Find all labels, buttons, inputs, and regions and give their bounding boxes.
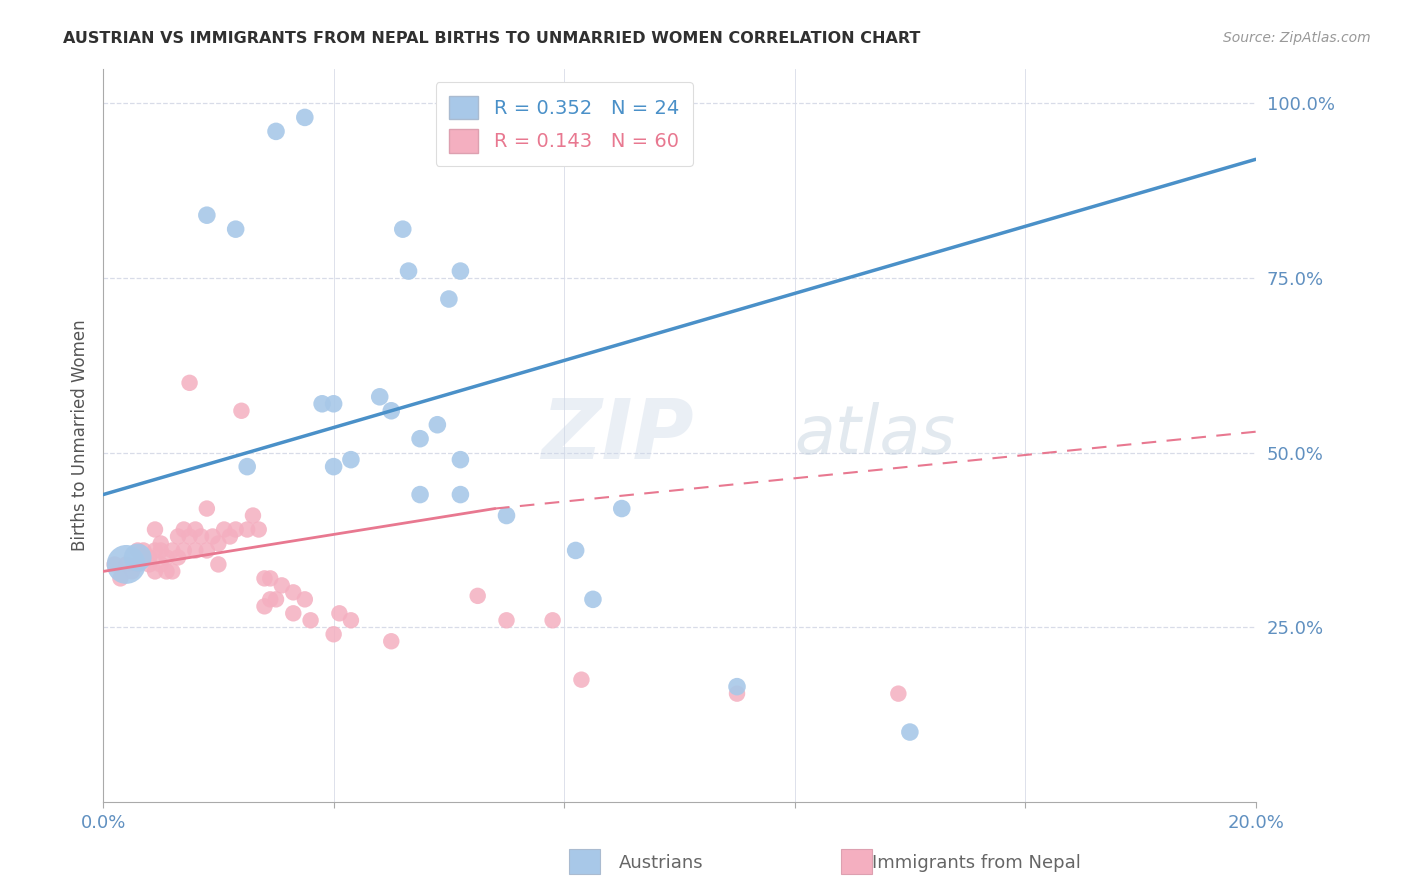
Y-axis label: Births to Unmarried Women: Births to Unmarried Women — [72, 319, 89, 551]
Point — [449, 452, 471, 467]
Point — [467, 589, 489, 603]
Point — [426, 417, 449, 432]
Point — [495, 508, 517, 523]
Point — [127, 558, 149, 572]
Point — [259, 592, 281, 607]
Point — [449, 487, 471, 501]
Point — [340, 613, 363, 627]
Point — [328, 607, 350, 621]
Point — [149, 536, 172, 550]
Point — [391, 222, 413, 236]
Point — [143, 565, 166, 579]
Point — [253, 599, 276, 614]
Point — [409, 432, 432, 446]
Point — [564, 543, 586, 558]
Point — [143, 543, 166, 558]
Point — [195, 543, 218, 558]
Point — [582, 592, 605, 607]
Point — [242, 508, 264, 523]
Point — [179, 529, 201, 543]
Point — [195, 208, 218, 222]
Point — [155, 565, 177, 579]
Point — [264, 592, 287, 607]
Point — [311, 397, 333, 411]
Point — [132, 550, 155, 565]
Point — [110, 571, 132, 585]
Point — [259, 571, 281, 585]
Point — [294, 592, 316, 607]
Point — [236, 523, 259, 537]
Point — [283, 585, 305, 599]
Point — [294, 111, 316, 125]
Point — [132, 543, 155, 558]
Point — [184, 523, 207, 537]
Point — [437, 292, 460, 306]
Point — [155, 550, 177, 565]
Point — [610, 501, 633, 516]
Point — [571, 673, 593, 687]
Point — [195, 501, 218, 516]
Point — [380, 403, 402, 417]
Point — [115, 558, 138, 572]
Point — [409, 487, 432, 501]
Point — [449, 264, 471, 278]
Point — [179, 376, 201, 390]
Point — [127, 550, 149, 565]
Point — [541, 613, 564, 627]
Point — [253, 571, 276, 585]
Point — [247, 523, 270, 537]
Point — [270, 578, 292, 592]
Point — [143, 523, 166, 537]
Text: Austrians: Austrians — [619, 855, 703, 872]
Point — [322, 459, 344, 474]
Point — [190, 529, 212, 543]
Point — [225, 222, 247, 236]
Text: Source: ZipAtlas.com: Source: ZipAtlas.com — [1223, 31, 1371, 45]
Point — [167, 550, 190, 565]
Text: ZIP: ZIP — [541, 394, 693, 475]
Point — [173, 543, 195, 558]
Point — [104, 558, 127, 572]
Point — [398, 264, 420, 278]
Point — [207, 536, 229, 550]
Point — [231, 403, 253, 417]
Point — [898, 725, 921, 739]
Point — [115, 558, 138, 572]
Point — [322, 627, 344, 641]
Point — [201, 529, 224, 543]
Point — [725, 687, 748, 701]
Point — [283, 607, 305, 621]
Point — [212, 523, 235, 537]
Text: atlas: atlas — [794, 402, 956, 468]
Text: Immigrants from Nepal: Immigrants from Nepal — [872, 855, 1081, 872]
Point — [380, 634, 402, 648]
Point — [225, 523, 247, 537]
Point — [368, 390, 391, 404]
Point — [219, 529, 242, 543]
Point — [264, 124, 287, 138]
Point — [322, 397, 344, 411]
Point — [725, 680, 748, 694]
Point — [236, 459, 259, 474]
Point — [149, 543, 172, 558]
Point — [207, 558, 229, 572]
Point — [299, 613, 322, 627]
Point — [167, 529, 190, 543]
Point — [173, 523, 195, 537]
Point — [149, 558, 172, 572]
Point — [184, 543, 207, 558]
Point — [138, 550, 160, 565]
Point — [495, 613, 517, 627]
Point — [121, 565, 143, 579]
Point — [162, 565, 184, 579]
Point — [887, 687, 910, 701]
Point — [340, 452, 363, 467]
Legend: R = 0.352   N = 24, R = 0.143   N = 60: R = 0.352 N = 24, R = 0.143 N = 60 — [436, 82, 693, 166]
Point — [162, 543, 184, 558]
Point — [127, 543, 149, 558]
Text: AUSTRIAN VS IMMIGRANTS FROM NEPAL BIRTHS TO UNMARRIED WOMEN CORRELATION CHART: AUSTRIAN VS IMMIGRANTS FROM NEPAL BIRTHS… — [63, 31, 921, 46]
Point — [138, 558, 160, 572]
